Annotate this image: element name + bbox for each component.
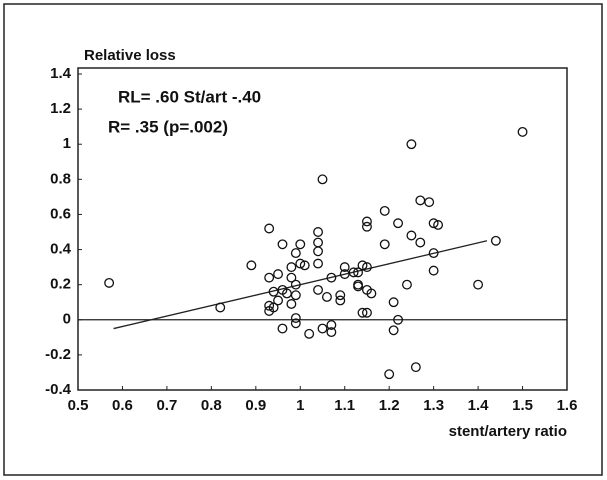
point <box>317 323 328 334</box>
y-tick-label: 0.2 <box>50 276 71 293</box>
y-tick-label: -0.2 <box>45 346 71 363</box>
x-tick-label: 0.9 <box>245 397 266 414</box>
x-tick-label: 1.3 <box>423 397 444 414</box>
point <box>433 220 444 230</box>
y-tick-label: 0.6 <box>50 205 71 222</box>
x-tick-label: 1.1 <box>334 397 355 414</box>
point <box>415 237 426 248</box>
point <box>273 269 283 280</box>
point <box>410 362 421 373</box>
point <box>388 297 399 308</box>
point <box>313 284 324 295</box>
point <box>295 239 306 250</box>
point <box>290 290 301 301</box>
point <box>348 267 359 278</box>
y-tick-label: 1 <box>63 135 71 152</box>
point <box>335 290 346 301</box>
y-tick-label: -0.4 <box>45 381 72 398</box>
point <box>339 262 350 273</box>
point <box>384 369 395 380</box>
point <box>490 235 501 246</box>
y-tick-label: 1.4 <box>50 65 72 82</box>
point <box>379 239 390 250</box>
point <box>357 260 368 271</box>
point <box>321 292 332 302</box>
point <box>428 265 439 276</box>
point <box>326 320 337 330</box>
point <box>313 258 324 269</box>
point <box>402 279 412 290</box>
x-tick-label: 1.6 <box>557 397 578 414</box>
point <box>277 239 288 250</box>
outer-frame <box>3 3 603 476</box>
point <box>277 323 288 334</box>
point <box>353 267 364 278</box>
x-axis-label: stent/artery ratio <box>449 423 567 440</box>
point <box>313 246 324 257</box>
x-tick-label: 1.2 <box>379 397 400 414</box>
point <box>473 279 484 290</box>
point <box>104 277 115 288</box>
point <box>415 195 426 206</box>
point <box>362 262 372 273</box>
point <box>362 216 372 227</box>
point <box>264 300 275 311</box>
y-tick-label: 0.8 <box>50 170 71 187</box>
point <box>264 272 275 283</box>
point <box>286 299 297 309</box>
x-tick-label: 0.5 <box>68 397 89 414</box>
point <box>313 237 324 248</box>
point <box>317 174 328 185</box>
point <box>353 279 364 290</box>
point <box>286 262 297 273</box>
point <box>362 221 372 232</box>
point <box>362 284 372 295</box>
point <box>304 328 315 339</box>
point <box>246 260 257 271</box>
y-tick-label: 1.2 <box>50 100 71 117</box>
point <box>393 314 404 325</box>
y-tick-label: 0.4 <box>50 241 72 258</box>
point <box>517 126 528 137</box>
point <box>406 230 417 241</box>
annotation: RL= .60 St/art -.40 <box>118 87 261 106</box>
point <box>326 327 337 338</box>
point <box>299 260 310 271</box>
x-tick-label: 1.4 <box>468 397 490 414</box>
point <box>424 197 435 208</box>
point <box>286 272 297 283</box>
x-tick-label: 1 <box>296 397 304 414</box>
point <box>428 248 439 259</box>
point <box>215 302 226 313</box>
point <box>290 248 301 259</box>
point <box>268 302 279 313</box>
point <box>357 307 368 318</box>
point <box>362 307 372 318</box>
point <box>290 313 301 323</box>
x-tick-label: 0.7 <box>156 397 177 414</box>
point <box>388 325 399 336</box>
plot-frame <box>77 67 568 391</box>
point <box>393 218 404 229</box>
point <box>406 139 417 150</box>
point <box>273 295 283 306</box>
x-tick-label: 0.8 <box>201 397 222 414</box>
point <box>326 272 337 283</box>
point <box>313 227 324 237</box>
point <box>379 205 390 216</box>
point <box>295 258 306 269</box>
point <box>290 279 301 290</box>
annotation: R= .35 (p=.002) <box>108 117 228 136</box>
point <box>335 295 346 306</box>
x-tick-label: 0.6 <box>112 397 133 414</box>
chart-title: Relative loss <box>84 47 176 64</box>
point <box>290 318 301 329</box>
point <box>428 218 439 229</box>
point <box>264 223 275 234</box>
x-tick-label: 1.5 <box>512 397 533 414</box>
y-tick-label: 0 <box>63 311 71 328</box>
